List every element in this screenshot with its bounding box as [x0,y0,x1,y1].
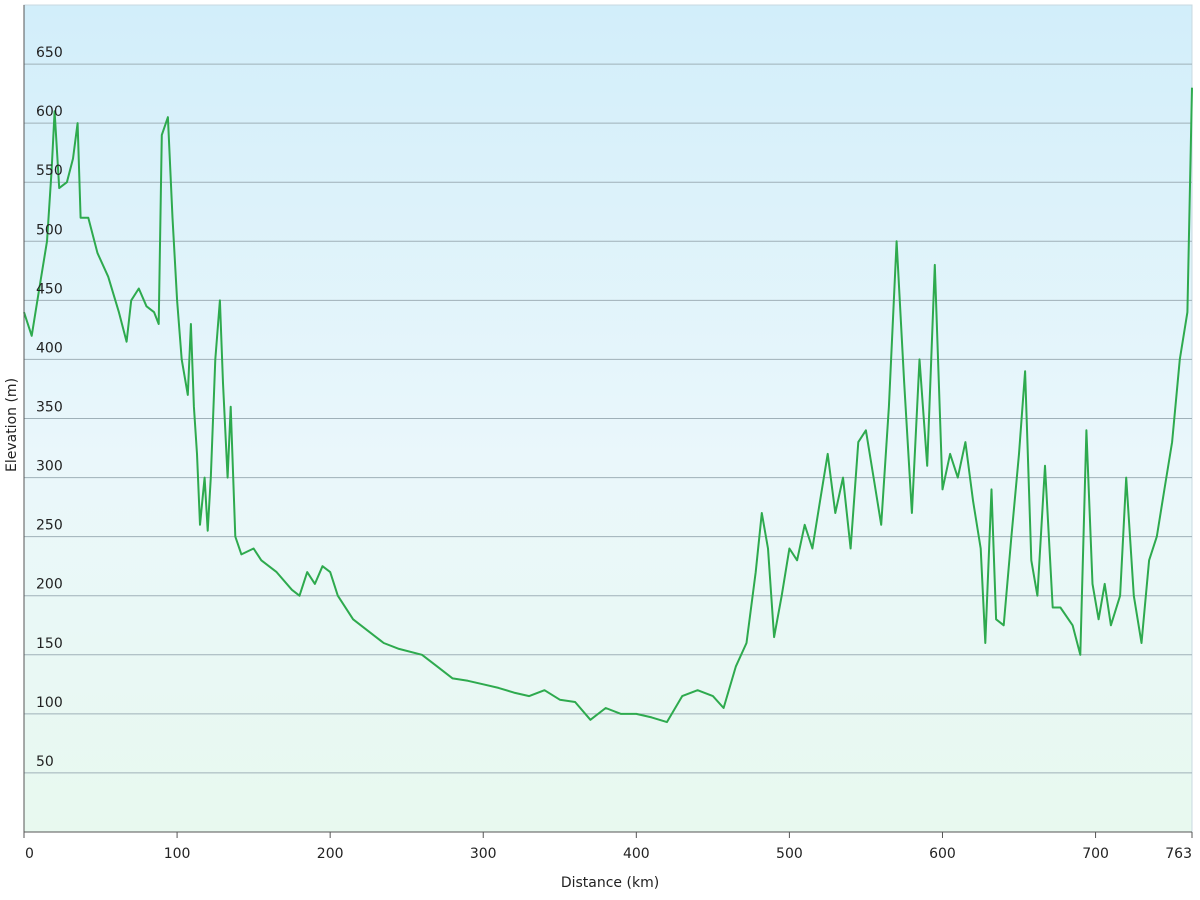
x-axis-title: Distance (km) [561,875,659,891]
x-tick-label: 700 [1082,846,1109,862]
elevation-line [23,87,1193,724]
y-tick-label: 50 [36,754,54,770]
grid [23,63,1193,838]
x-tick-label: 600 [929,846,956,862]
x-tick-label: 500 [776,846,803,862]
y-tick-label: 500 [36,222,63,238]
y-tick-label: 450 [36,281,63,297]
y-tick-label: 600 [36,104,63,120]
x-tick-label: 763 [1165,846,1192,862]
x-tick-label: 300 [470,846,497,862]
y-tick-label: 400 [36,340,63,356]
y-axis-title: Elevation (m) [4,378,20,472]
y-tick-label: 250 [36,518,63,534]
y-tick-label: 200 [36,577,63,593]
y-tick-label: 300 [36,459,63,475]
x-tick-label: 100 [164,846,191,862]
x-tick-label: 0 [25,846,34,862]
x-tick-label: 200 [317,846,344,862]
labels: 50 100 150 200 250 300 350 400 450 500 550 600 650 0 1… [25,45,1192,862]
marks [23,87,1193,724]
y-tick-label: 350 [36,400,63,416]
y-tick-label: 150 [36,636,63,652]
y-tick-label: 550 [36,163,63,179]
x-tick-label: 400 [623,846,650,862]
y-tick-label: 100 [36,695,63,711]
y-tick-label: 650 [36,45,63,61]
